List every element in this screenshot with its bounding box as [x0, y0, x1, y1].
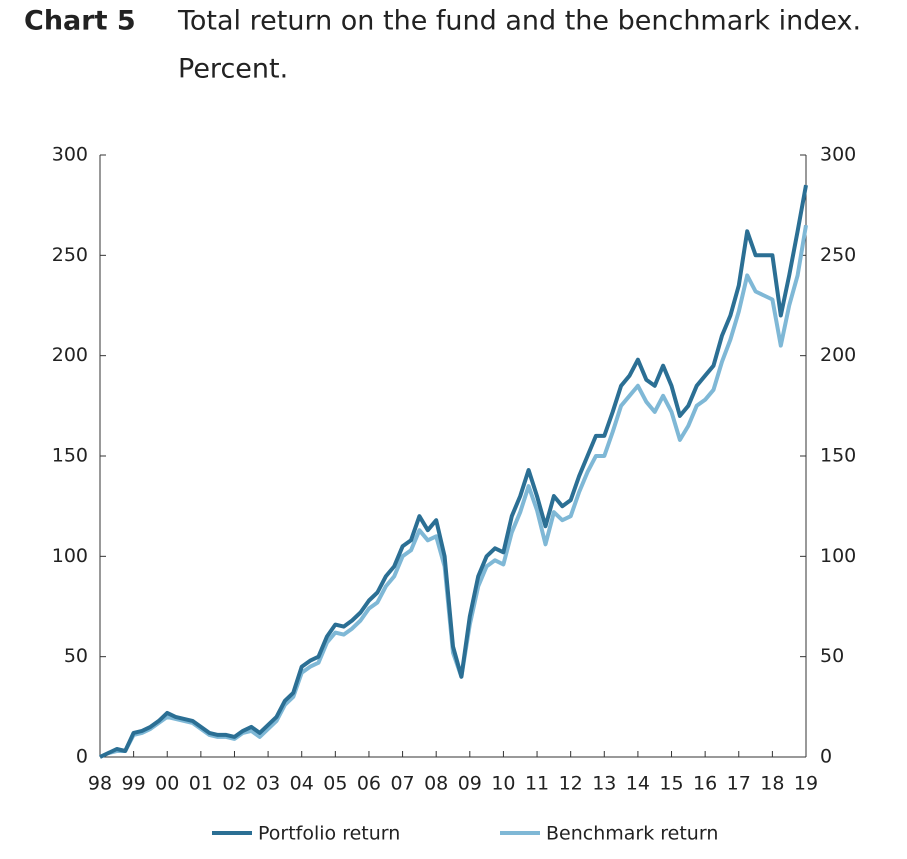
y-tick-label: 200 — [52, 344, 88, 366]
x-tick-label: 09 — [458, 773, 482, 795]
y2-tick-label: 50 — [820, 645, 844, 667]
x-tick-label: 12 — [559, 773, 583, 795]
x-tick-label: 06 — [357, 773, 381, 795]
x-tick-label: 07 — [390, 773, 414, 795]
x-tick-label: 08 — [424, 773, 448, 795]
y2-tick-label: 150 — [820, 445, 856, 467]
chart-title: Total return on the fund and the benchma… — [177, 6, 861, 37]
legend-label: Portfolio return — [258, 823, 400, 845]
chart-subtitle: Percent. — [178, 54, 288, 85]
x-tick-label: 03 — [256, 773, 280, 795]
x-tick-label: 98 — [88, 773, 112, 795]
series-line — [99, 224, 808, 759]
y-tick-label: 300 — [52, 144, 88, 166]
x-tick-label: 04 — [290, 773, 314, 795]
x-tick-label: 99 — [122, 773, 146, 795]
x-tick-label: 11 — [525, 773, 549, 795]
y-tick-label: 50 — [64, 645, 88, 667]
x-tick-label: 17 — [727, 773, 751, 795]
y-tick-label: 100 — [52, 545, 88, 567]
legend-label: Benchmark return — [546, 823, 718, 845]
chart-label: Chart 5 — [24, 6, 136, 37]
y2-tick-label: 100 — [820, 545, 856, 567]
y-tick-label: 150 — [52, 445, 88, 467]
series-line — [99, 184, 808, 759]
x-tick-label: 15 — [659, 773, 683, 795]
x-tick-label: 00 — [155, 773, 179, 795]
x-tick-label: 10 — [491, 773, 515, 795]
x-tick-label: 14 — [626, 773, 650, 795]
x-tick-label: 16 — [693, 773, 717, 795]
y2-tick-label: 250 — [820, 244, 856, 266]
x-tick-label: 13 — [592, 773, 616, 795]
x-tick-label: 18 — [760, 773, 784, 795]
x-tick-label: 05 — [323, 773, 347, 795]
y2-tick-label: 0 — [820, 746, 832, 768]
x-tick-label: 02 — [222, 773, 246, 795]
y-tick-label: 0 — [76, 746, 88, 768]
y-tick-label: 250 — [52, 244, 88, 266]
x-tick-label: 01 — [189, 773, 213, 795]
x-tick-label: 19 — [794, 773, 818, 795]
y2-tick-label: 300 — [820, 144, 856, 166]
y2-tick-label: 200 — [820, 344, 856, 366]
